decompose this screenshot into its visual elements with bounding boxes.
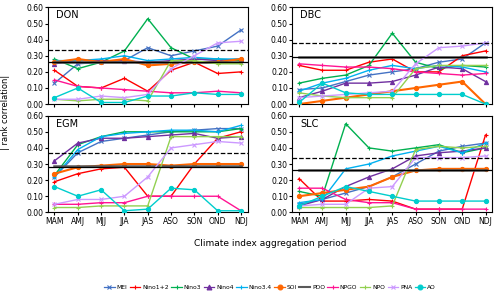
Text: DBC: DBC — [300, 10, 321, 20]
Text: EGM: EGM — [56, 119, 78, 129]
Text: Climate index aggregation period: Climate index aggregation period — [194, 239, 346, 248]
Text: SLC: SLC — [300, 119, 318, 129]
Legend: MEI, Nino1+2, Nino3, Nino4, Nino3.4, SOI, PDO, NPGO, NPO, PNA, AO: MEI, Nino1+2, Nino3, Nino4, Nino3.4, SOI… — [102, 282, 438, 293]
Text: | rank correlation|: | rank correlation| — [2, 75, 11, 151]
Text: DON: DON — [56, 10, 78, 20]
